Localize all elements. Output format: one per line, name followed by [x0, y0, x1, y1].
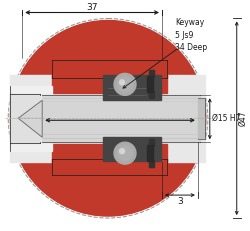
Text: 40: 40: [114, 110, 126, 119]
Bar: [103, 75, 161, 100]
Text: 37: 37: [86, 3, 98, 12]
Bar: [149, 139, 154, 146]
Circle shape: [118, 146, 132, 161]
Bar: [52, 60, 167, 78]
Bar: [147, 76, 153, 92]
Text: 3: 3: [177, 197, 183, 206]
Bar: [52, 75, 167, 93]
Bar: [149, 70, 154, 77]
Bar: [52, 144, 167, 162]
Text: Ø15 H7: Ø15 H7: [212, 114, 240, 123]
Bar: [149, 91, 154, 98]
Bar: [10, 94, 40, 143]
Circle shape: [118, 77, 132, 92]
Bar: [108, 88, 146, 95]
Bar: [42, 95, 200, 142]
Bar: [52, 159, 167, 175]
Circle shape: [120, 80, 124, 85]
Bar: [149, 160, 154, 167]
Bar: [198, 98, 205, 139]
Text: Ø47: Ø47: [239, 110, 248, 126]
Bar: [10, 75, 205, 162]
Circle shape: [120, 149, 124, 154]
Circle shape: [114, 73, 136, 95]
Circle shape: [114, 142, 136, 164]
Circle shape: [10, 21, 206, 216]
Bar: [147, 145, 153, 161]
Bar: [103, 137, 161, 161]
Bar: [10, 86, 52, 151]
Text: Keyway
5 Js9
34 Deep: Keyway 5 Js9 34 Deep: [175, 18, 207, 52]
Polygon shape: [18, 100, 42, 137]
